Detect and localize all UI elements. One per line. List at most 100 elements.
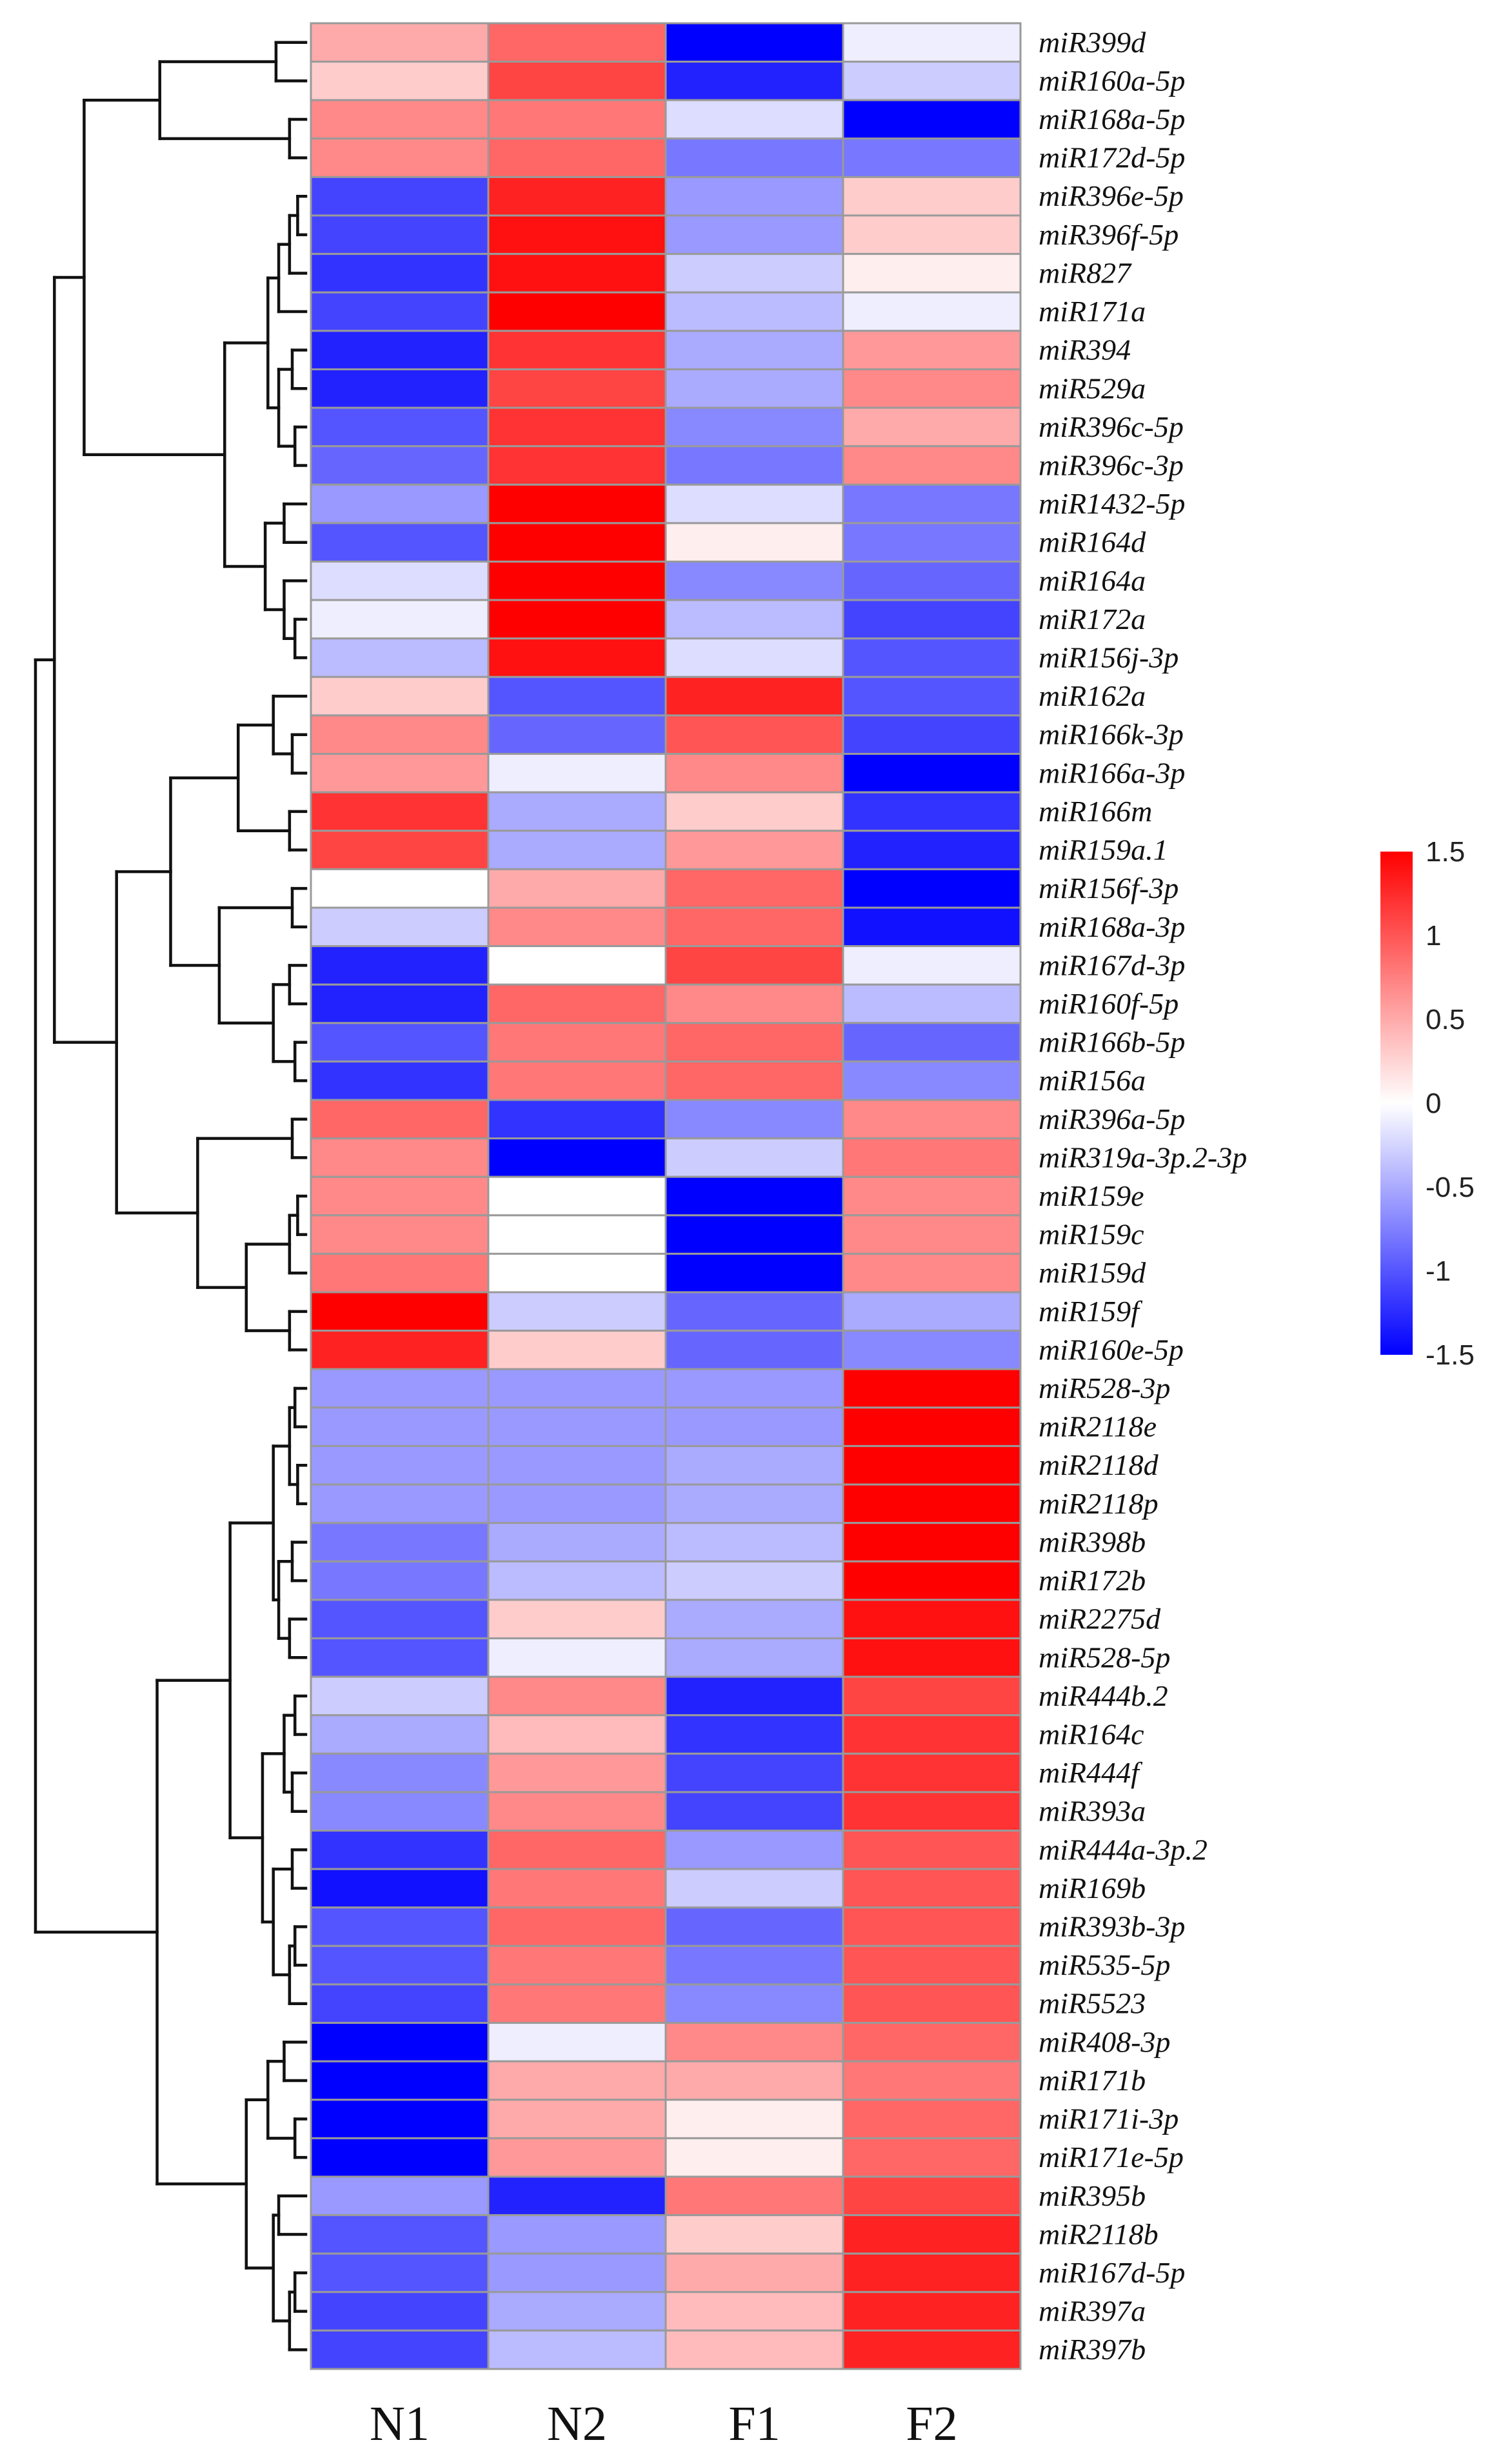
heatmap-cell xyxy=(664,2214,844,2255)
heatmap-cell xyxy=(664,983,844,1024)
heatmap-cell xyxy=(487,830,667,870)
heatmap-cell xyxy=(487,637,667,678)
heatmap-cell xyxy=(310,61,490,101)
heatmap-cell xyxy=(842,1137,1022,1178)
heatmap-cell xyxy=(664,483,844,525)
heatmap-cell xyxy=(842,2099,1022,2139)
heatmap-cell xyxy=(842,560,1022,601)
heatmap-cell xyxy=(487,99,667,140)
heatmap-cell xyxy=(487,1752,667,1794)
heatmap-cell xyxy=(487,1175,667,1217)
heatmap-cell xyxy=(664,906,844,948)
heatmap-cell xyxy=(487,1022,667,1063)
heatmap-cell xyxy=(664,330,844,370)
heatmap-cell xyxy=(310,1522,490,1563)
heatmap-cell xyxy=(310,1291,490,1332)
heatmap-cell xyxy=(664,291,844,332)
heatmap-cell xyxy=(664,2252,844,2293)
heatmap-cell xyxy=(842,2252,1022,2293)
heatmap-cell xyxy=(842,714,1022,755)
heatmap-cell xyxy=(310,2252,490,2293)
heatmap-cell xyxy=(487,1637,667,1678)
row-label: miR396e-5p xyxy=(1039,179,1184,212)
heatmap-cell xyxy=(842,1291,1022,1332)
heatmap-cell xyxy=(487,1791,667,1832)
heatmap-cell xyxy=(664,1983,844,2024)
heatmap-cell xyxy=(487,945,667,986)
heatmap-cell xyxy=(842,830,1022,870)
legend-tick-label: 0 xyxy=(1426,1088,1441,1119)
row-label: miR5523 xyxy=(1039,1987,1146,2020)
heatmap-cell xyxy=(664,868,844,909)
heatmap-cell xyxy=(310,1675,490,1717)
heatmap-cell xyxy=(842,2137,1022,2178)
heatmap-cell xyxy=(842,1868,1022,1909)
heatmap-cell xyxy=(664,214,844,255)
heatmap-cell xyxy=(842,522,1022,563)
row-label: miR160f-5p xyxy=(1039,987,1179,1020)
heatmap-cell xyxy=(842,330,1022,370)
heatmap-cell xyxy=(487,214,667,255)
heatmap-cell xyxy=(664,1714,844,1755)
heatmap-cell xyxy=(664,637,844,678)
heatmap-cell xyxy=(664,2022,844,2063)
row-label: miR2118p xyxy=(1039,1487,1159,1520)
heatmap-cell xyxy=(310,868,490,909)
heatmap-cell xyxy=(310,1714,490,1755)
heatmap-cell xyxy=(310,1944,490,1986)
heatmap-cell xyxy=(310,445,490,486)
heatmap-cell xyxy=(310,175,490,217)
heatmap-cell xyxy=(664,1868,844,1909)
heatmap-cell xyxy=(310,137,490,178)
heatmap-cell xyxy=(842,1483,1022,1524)
row-label: miR171e-5p xyxy=(1039,2141,1184,2173)
heatmap-cell xyxy=(310,1560,490,1601)
heatmap-cell xyxy=(487,983,667,1024)
heatmap-cell xyxy=(487,137,667,178)
heatmap-cell xyxy=(664,445,844,486)
heatmap-cell xyxy=(664,406,844,448)
heatmap-cell xyxy=(842,1522,1022,1563)
row-label: miR529a xyxy=(1039,372,1146,405)
heatmap-cell xyxy=(487,868,667,909)
heatmap-cell xyxy=(842,1906,1022,1947)
heatmap-cell xyxy=(664,1444,844,1486)
column-label: N2 xyxy=(547,2397,607,2451)
heatmap-cell xyxy=(487,1560,667,1601)
row-label: miR396f-5p xyxy=(1039,218,1179,251)
heatmap-cell xyxy=(664,1368,844,1409)
row-label: miR168a-5p xyxy=(1039,103,1185,135)
heatmap-cell xyxy=(664,2329,844,2370)
heatmap-cell xyxy=(310,599,490,640)
heatmap-cell xyxy=(310,1599,490,1639)
heatmap-cell xyxy=(487,2022,667,2063)
row-label: miR167d-3p xyxy=(1039,948,1185,981)
row-label: miR396c-5p xyxy=(1039,410,1184,443)
heatmap-cell xyxy=(310,1137,490,1178)
heatmap-cell xyxy=(842,175,1022,217)
legend-tick-label: 1 xyxy=(1426,920,1441,952)
heatmap-cell xyxy=(664,560,844,601)
heatmap-cell xyxy=(664,1599,844,1639)
legend-tick-label: -0.5 xyxy=(1426,1172,1475,1203)
heatmap-cell xyxy=(664,22,844,63)
row-label: miR162a xyxy=(1039,679,1146,712)
heatmap-cell xyxy=(310,2099,490,2139)
heatmap-cell xyxy=(310,2137,490,2178)
heatmap-cell xyxy=(310,2175,490,2217)
heatmap-cell xyxy=(487,2060,667,2101)
heatmap-cell xyxy=(310,753,490,794)
row-label: miR393a xyxy=(1039,1795,1146,1828)
row-label: miR156a xyxy=(1039,1064,1146,1097)
heatmap-cell xyxy=(487,753,667,794)
heatmap-cell xyxy=(842,1830,1022,1870)
heatmap-cell xyxy=(487,445,667,486)
row-label: miR444a-3p.2 xyxy=(1039,1833,1208,1866)
heatmap-cell xyxy=(842,1944,1022,1986)
row-label: miR827 xyxy=(1039,256,1132,289)
heatmap-cell xyxy=(310,522,490,563)
row-label: miR164d xyxy=(1039,526,1146,559)
row-label: miR160a-5p xyxy=(1039,64,1185,97)
row-label: miR171i-3p xyxy=(1039,2103,1179,2135)
